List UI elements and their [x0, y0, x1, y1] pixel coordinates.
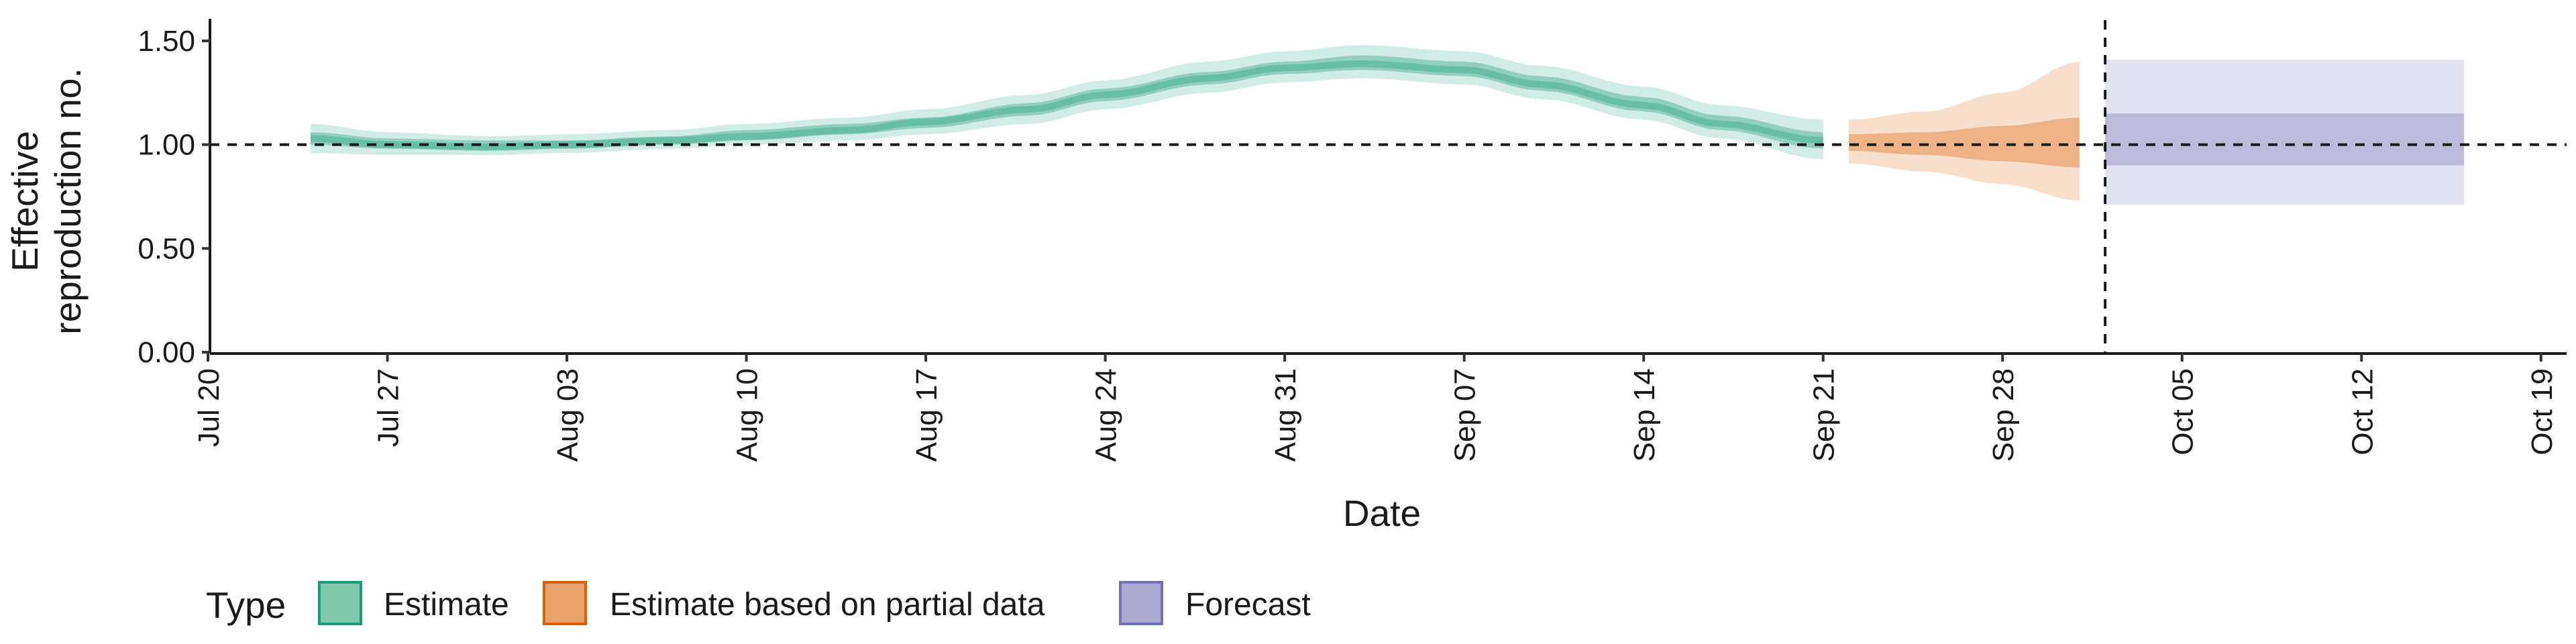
legend: Type Estimate Estimate based on partial …	[206, 581, 1311, 626]
x-tick-label-6: Aug 31	[1269, 368, 1302, 462]
legend-title: Type	[206, 584, 286, 626]
y-axis-title-line-1: Effective	[4, 131, 46, 272]
series-estimate	[310, 45, 1824, 160]
band-50-forecast	[2105, 113, 2465, 166]
series-forecast	[2105, 59, 2465, 205]
reference-lines	[210, 20, 2567, 354]
band-90-estimate	[310, 45, 1823, 160]
x-tick-label-7: Sep 07	[1449, 368, 1482, 462]
axes: 0.00 0.50 1.00 1.50 Jul 20 Jul 27 Aug 03 Aug 10…	[138, 19, 2567, 462]
x-tick-label-8: Sep 14	[1628, 368, 1661, 462]
y-axis-title-line-2: reproduction no.	[47, 68, 89, 335]
x-axis-title: Date	[1343, 492, 1421, 534]
y-tick-label-1: 0.50	[138, 232, 195, 265]
plot-area	[310, 45, 2465, 205]
x-tick-label-2: Aug 03	[551, 368, 584, 462]
x-tick-label-12: Oct 12	[2346, 368, 2379, 455]
band-50-estimate-based-on-partial-data	[1848, 117, 2080, 168]
legend-label-partial-data: Estimate based on partial data	[610, 587, 1045, 623]
series-estimate-based-on-partial-data	[1848, 61, 2080, 201]
legend-swatch-partial-data	[543, 581, 587, 625]
x-tick-label-3: Aug 10	[731, 368, 764, 462]
legend-swatch-estimate	[318, 581, 362, 625]
x-tick-label-10: Sep 28	[1987, 368, 2020, 462]
x-tick-label-5: Aug 24	[1090, 368, 1123, 462]
x-tick-label-1: Jul 27	[372, 368, 405, 447]
x-tick-label-11: Oct 05	[2167, 368, 2200, 455]
x-tick-label-13: Oct 19	[2526, 368, 2559, 455]
legend-label-forecast: Forecast	[1185, 587, 1311, 623]
y-tick-label-2: 1.00	[138, 129, 195, 162]
median-line-estimate	[310, 60, 1824, 150]
legend-swatch-forecast	[1119, 581, 1163, 625]
y-axis-title: Effective reproduction no.	[4, 68, 89, 335]
legend-label-estimate: Estimate	[384, 587, 509, 623]
x-tick-label-9: Sep 21	[1808, 368, 1841, 462]
y-tick-label-0: 0.00	[138, 336, 195, 369]
x-tick-label-4: Aug 17	[910, 368, 943, 462]
y-tick-label-3: 1.50	[138, 25, 195, 58]
band-50-estimate	[310, 55, 1823, 151]
x-tick-label-0: Jul 20	[193, 368, 225, 447]
band-90-estimate-based-on-partial-data	[1848, 61, 2080, 201]
band-90-forecast	[2105, 59, 2465, 205]
